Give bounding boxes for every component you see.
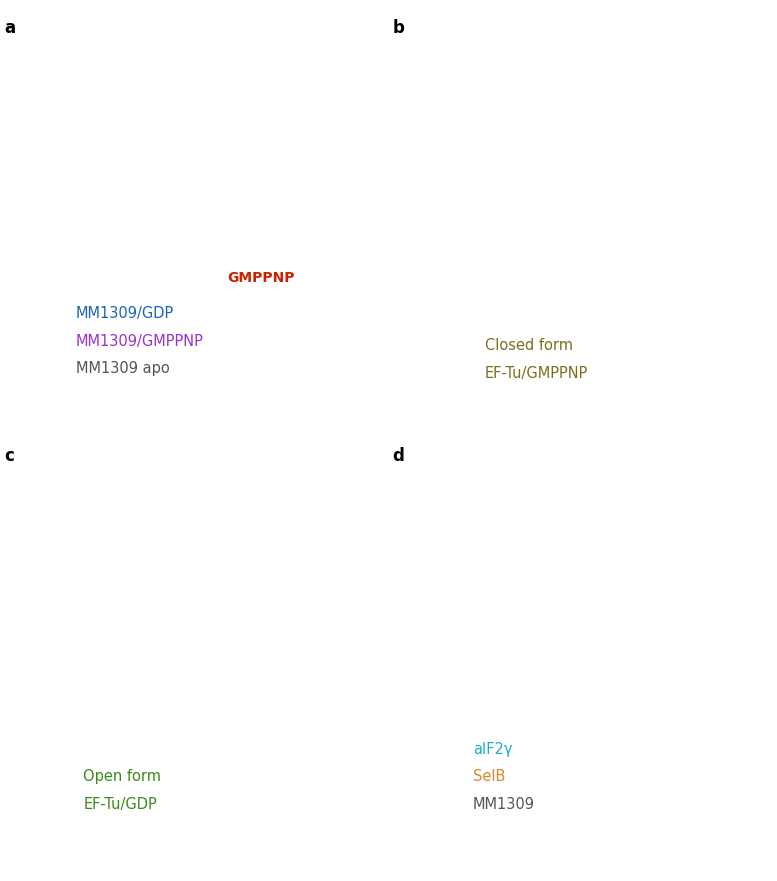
Text: EF-Tu/GMPPNP: EF-Tu/GMPPNP xyxy=(485,366,588,381)
Text: a: a xyxy=(4,19,15,38)
Text: SelB: SelB xyxy=(473,769,506,784)
Text: MM1309 apo: MM1309 apo xyxy=(76,361,169,376)
Text: d: d xyxy=(392,447,404,465)
Text: MM1309/GDP: MM1309/GDP xyxy=(76,306,174,321)
Text: MM1309: MM1309 xyxy=(473,797,535,812)
Text: c: c xyxy=(4,447,14,465)
Text: EF-Tu/GDP: EF-Tu/GDP xyxy=(83,797,157,812)
Text: b: b xyxy=(392,19,404,38)
Text: Open form: Open form xyxy=(83,769,162,784)
Text: aIF2γ: aIF2γ xyxy=(473,742,513,757)
Text: MM1309/GMPPNP: MM1309/GMPPNP xyxy=(76,334,204,349)
Text: Closed form: Closed form xyxy=(485,337,573,352)
Text: GMPPNP: GMPPNP xyxy=(228,271,295,285)
